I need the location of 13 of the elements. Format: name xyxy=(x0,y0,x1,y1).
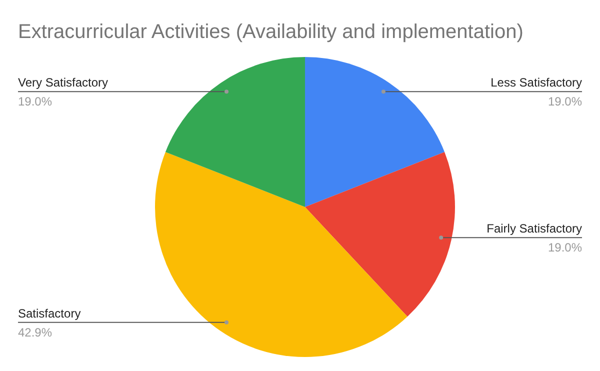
data-label: 42.9% xyxy=(18,325,52,340)
data-label: 19.0% xyxy=(548,240,582,255)
chart-title: Extracurricular Activities (Availability and implementation) xyxy=(18,21,524,43)
slice-label: Fairly Satisfactory xyxy=(486,222,582,236)
data-label: 19.0% xyxy=(18,94,52,109)
pie-slice xyxy=(165,57,305,207)
slice-label: Less Satisfactory xyxy=(490,76,582,90)
pie-slice xyxy=(305,152,455,317)
slice-label: Very Satisfactory xyxy=(18,76,108,90)
pie-slice xyxy=(305,57,445,207)
slice-label: Satisfactory xyxy=(18,306,81,320)
pie-slice xyxy=(155,152,408,357)
data-label: 19.0% xyxy=(548,94,582,109)
